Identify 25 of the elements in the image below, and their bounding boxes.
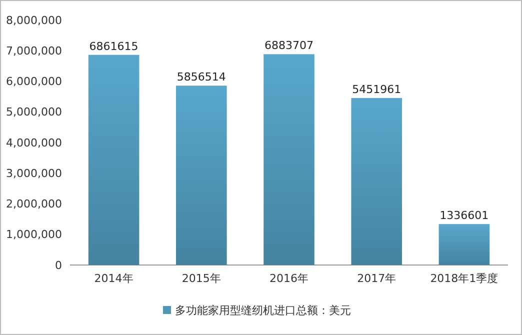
x-tick-label: 2014年 — [94, 272, 134, 285]
bar — [176, 86, 227, 265]
data-label: 5856514 — [176, 70, 226, 84]
y-tick-label: 7,000,000 — [6, 44, 62, 58]
x-tick-label: 2018年1季度 — [430, 272, 498, 285]
x-tick-label: 2017年 — [357, 272, 396, 285]
data-label: 5451961 — [352, 83, 402, 96]
data-label: 1336601 — [440, 209, 489, 222]
x-tick-label: 2015年 — [182, 272, 221, 285]
data-label: 6861615 — [89, 40, 138, 53]
y-tick-label: 4,000,000 — [6, 136, 62, 150]
x-tick-label: 2016年 — [270, 272, 308, 285]
bar — [438, 224, 490, 265]
bar — [88, 54, 140, 265]
legend-label: 多功能家用型缝纫机进口总额：美元 — [175, 304, 351, 317]
data-label: 6883707 — [264, 39, 314, 52]
y-tick-label: 6,000,000 — [6, 75, 62, 88]
y-tick-label: 2,000,000 — [6, 198, 62, 211]
y-tick-label: 3,000,000 — [6, 166, 62, 180]
y-tick-label: 5,000,000 — [6, 106, 62, 119]
y-tick-label: 0 — [55, 258, 62, 272]
bar — [264, 54, 314, 265]
y-tick-label: 8,000,000 — [6, 14, 62, 27]
bar — [351, 98, 402, 265]
y-tick-label: 1,000,000 — [6, 228, 62, 242]
